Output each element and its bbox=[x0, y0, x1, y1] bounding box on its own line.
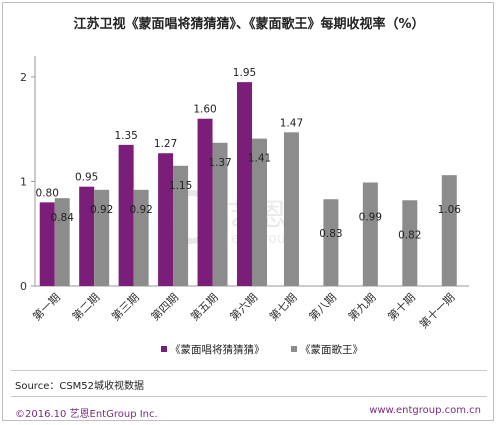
data-label: 1.41 bbox=[248, 153, 271, 165]
x-tick-label: 第七期 bbox=[266, 290, 299, 323]
data-label: 1.27 bbox=[154, 138, 177, 150]
data-label: 0.82 bbox=[398, 229, 421, 241]
bar-series1 bbox=[118, 144, 134, 286]
bar-series2 bbox=[133, 189, 149, 286]
data-label: 1.95 bbox=[233, 67, 256, 79]
divider-top bbox=[11, 370, 487, 371]
bar-series2 bbox=[173, 165, 189, 286]
x-tick-label: 第三期 bbox=[109, 290, 142, 323]
data-label: 0.99 bbox=[359, 212, 382, 224]
legend-label-1: 《蒙面唱将猜猜猜》 bbox=[170, 343, 265, 356]
chart-title: 江苏卫视《蒙面唱将猜猜猜》、《蒙面歌王》每期收视率（%） bbox=[73, 17, 425, 32]
x-tick-label: 第十期 bbox=[385, 290, 418, 323]
x-tick-label: 第八期 bbox=[306, 290, 339, 323]
bar-series1 bbox=[237, 82, 252, 287]
y-tick-label: 0 bbox=[20, 280, 27, 293]
data-label: 1.37 bbox=[208, 157, 231, 169]
x-tick-label: 第十一期 bbox=[416, 290, 457, 331]
copyright: ©2016.10 艺恩EntGroup Inc. bbox=[15, 409, 158, 420]
legend-label-2: 《蒙面歌王》 bbox=[300, 343, 363, 356]
chart-frame: 江苏卫视《蒙面唱将猜猜猜》、《蒙面歌王》每期收视率（%） 艺恩 entgroup… bbox=[2, 2, 494, 421]
bar-series2 bbox=[283, 132, 299, 286]
legend-swatch-1 bbox=[161, 346, 167, 352]
data-label: 1.15 bbox=[169, 180, 192, 192]
bar-series1 bbox=[158, 153, 174, 286]
x-tick-label: 第五期 bbox=[187, 290, 220, 323]
x-tick-label: 第四期 bbox=[148, 290, 181, 323]
bar-series2 bbox=[252, 138, 267, 286]
bar-chart: 0 1 2 0.80 0.95 1.35 1.27 1.60 1.95 0.84 0.92 0.92 1… bbox=[20, 56, 469, 356]
x-tick-label: 第一期 bbox=[30, 290, 63, 323]
legend-swatch-2 bbox=[291, 346, 297, 352]
y-tick-label: 1 bbox=[20, 175, 27, 188]
x-tick-label: 第二期 bbox=[69, 290, 102, 323]
source-note: Source：CSM52城收视数据 bbox=[15, 381, 145, 392]
y-tick-label: 2 bbox=[20, 71, 27, 84]
data-label: 0.95 bbox=[75, 172, 98, 184]
bar-series1 bbox=[79, 186, 95, 286]
data-label: 1.35 bbox=[114, 130, 137, 142]
bar-series2 bbox=[54, 198, 70, 286]
bar-series2 bbox=[212, 142, 228, 286]
x-tick-label: 第九期 bbox=[345, 290, 378, 323]
data-label: 0.92 bbox=[129, 204, 152, 216]
bar-series2 bbox=[323, 199, 339, 286]
data-label: 0.84 bbox=[51, 212, 75, 224]
data-label: 1.47 bbox=[280, 117, 303, 129]
data-label: 0.83 bbox=[319, 228, 342, 240]
data-label: 0.92 bbox=[90, 204, 113, 216]
bar-series2 bbox=[362, 182, 378, 286]
bar-series1 bbox=[39, 202, 55, 286]
website-link: www.entgroup.com.cn bbox=[369, 405, 481, 416]
bar-series2 bbox=[402, 200, 418, 286]
bar-series2 bbox=[94, 189, 110, 286]
bar-series2 bbox=[441, 175, 457, 286]
data-label: 1.60 bbox=[193, 104, 216, 116]
divider-bottom bbox=[11, 396, 487, 397]
bar-series1 bbox=[197, 118, 213, 287]
data-label: 1.06 bbox=[438, 204, 462, 216]
x-tick-label: 第六期 bbox=[227, 290, 260, 323]
data-label: 0.80 bbox=[36, 187, 59, 199]
